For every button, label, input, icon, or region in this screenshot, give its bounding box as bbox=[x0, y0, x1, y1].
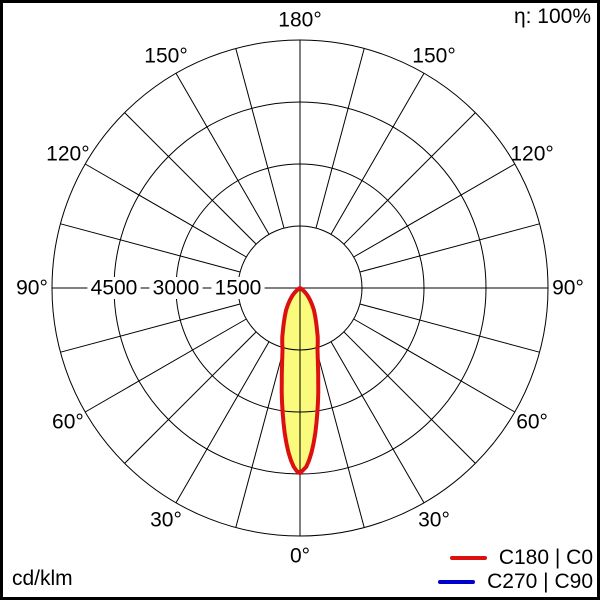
angle-label: 180° bbox=[278, 9, 321, 32]
angle-label: 30° bbox=[150, 509, 182, 532]
angle-label: 150° bbox=[144, 44, 187, 67]
grid-radial-line bbox=[315, 48, 365, 229]
legend-item-c180-c0: C180 | C0 bbox=[449, 545, 593, 569]
ring-label-bg bbox=[87, 277, 141, 299]
grid-radial-line bbox=[353, 163, 516, 258]
angle-label: 90° bbox=[16, 277, 48, 300]
angle-label: 90° bbox=[552, 277, 584, 300]
legend-item-c270-c90: C270 | C90 bbox=[438, 570, 593, 593]
ring-label: 3000 bbox=[153, 277, 200, 300]
grid-radial-line bbox=[343, 112, 476, 245]
angle-label: 120° bbox=[510, 143, 553, 166]
angle-label: 60° bbox=[516, 411, 548, 434]
beam-lobe-outline bbox=[279, 286, 321, 476]
grid-radial-line bbox=[359, 223, 540, 273]
grid-radial-line bbox=[235, 347, 285, 528]
efficiency-label: η: 100% bbox=[513, 5, 591, 28]
grid-radial-line bbox=[175, 341, 270, 504]
ring-label-bg bbox=[149, 277, 203, 299]
grid-radial-line bbox=[84, 163, 247, 258]
grid-radial-line bbox=[124, 331, 257, 464]
legend-line-red-icon bbox=[449, 555, 487, 560]
grid-radial-line bbox=[60, 303, 241, 353]
grid-radial-line bbox=[343, 331, 476, 464]
grid-radial-line bbox=[60, 223, 241, 273]
angle-label: 0° bbox=[290, 545, 310, 568]
grid-radial-line bbox=[235, 48, 285, 229]
grid-radial-line bbox=[330, 341, 425, 504]
unit-label: cd/klm bbox=[12, 567, 73, 590]
angle-label: 120° bbox=[46, 143, 89, 166]
legend-label-c270-c90: C270 | C90 bbox=[487, 569, 593, 593]
axis-labels: 0° 30° 30° 60° 60° 90° 90° 120° 120° 150° 150° 180°… bbox=[16, 9, 584, 568]
grid-radial-line bbox=[353, 318, 516, 413]
ring-label: 1500 bbox=[215, 277, 262, 300]
grid-radial-line bbox=[330, 72, 425, 235]
grid-radial-line bbox=[175, 72, 270, 235]
angle-label: 150° bbox=[412, 44, 455, 67]
grid-radial-line bbox=[84, 318, 247, 413]
grid-radial-line bbox=[359, 303, 540, 353]
polar-grid bbox=[51, 39, 549, 537]
ring-label: 4500 bbox=[91, 277, 138, 300]
legend-label-c180-c0: C180 | C0 bbox=[498, 545, 593, 569]
ring-label-bg bbox=[211, 277, 265, 299]
legend: C180 | C0 C270 | C90 bbox=[438, 546, 593, 593]
beam-lobe-outline-layer bbox=[279, 286, 321, 476]
grid-radial-line bbox=[124, 112, 257, 245]
grid-radial-line bbox=[315, 347, 365, 528]
angle-label: 30° bbox=[418, 509, 450, 532]
angle-label: 60° bbox=[52, 411, 84, 434]
legend-line-blue-icon bbox=[438, 579, 476, 584]
